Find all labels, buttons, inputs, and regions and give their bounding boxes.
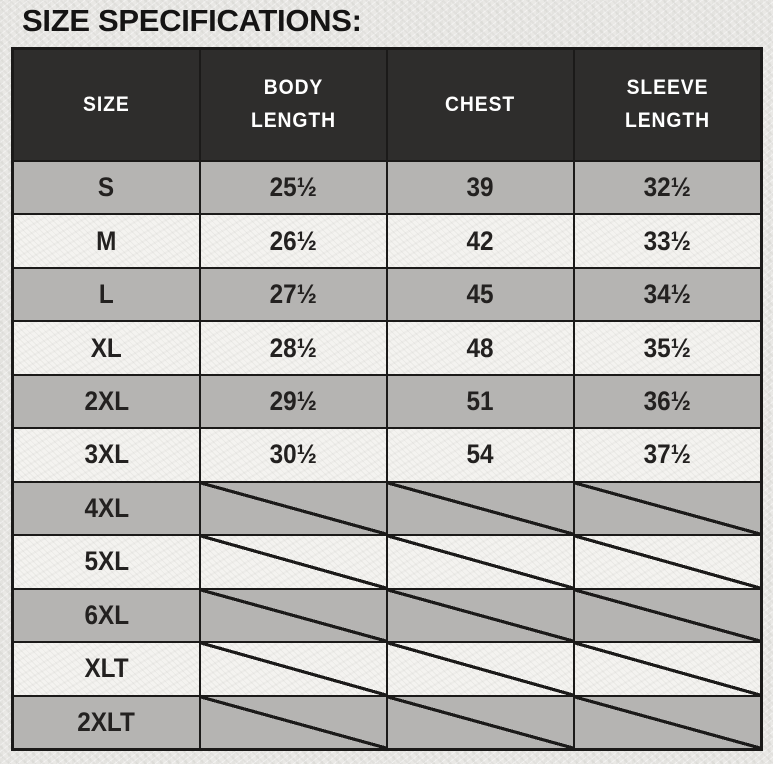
value-label: 45 [466, 279, 495, 310]
slashed-empty-cell [201, 589, 386, 642]
size-label: 3XL [84, 439, 129, 470]
value-label: 26½ [269, 225, 318, 256]
slashed-empty-cell [201, 696, 386, 748]
value-cell: 45 [388, 268, 573, 321]
value-label: 28½ [269, 332, 318, 363]
slashed-empty-cell [201, 482, 386, 535]
value-label: 29½ [269, 386, 318, 417]
value-label: 27½ [269, 279, 318, 310]
size-cell: M [14, 215, 199, 267]
size-label: XLT [84, 653, 129, 684]
size-cell: 2XLT [14, 696, 199, 748]
slashed-empty-cell [575, 696, 760, 748]
size-label: M [96, 225, 117, 256]
size-cell: 4XL [14, 482, 199, 535]
column-header-chest: CHEST [388, 50, 573, 160]
size-cell: XLT [14, 643, 199, 695]
value-cell: 34½ [575, 268, 760, 321]
value-cell: 51 [388, 375, 573, 428]
slashed-empty-cell [388, 536, 573, 588]
size-cell: XL [14, 322, 199, 374]
slashed-empty-cell [575, 482, 760, 535]
size-cell: 3XL [14, 429, 199, 481]
column-header-size: SIZE [14, 50, 199, 160]
value-cell: 27½ [201, 268, 386, 321]
value-cell: 32½ [575, 162, 760, 214]
size-cell: 6XL [14, 589, 199, 642]
value-cell: 29½ [201, 375, 386, 428]
size-label: 4XL [84, 492, 129, 523]
value-cell: 30½ [201, 429, 386, 481]
value-label: 33½ [643, 225, 692, 256]
slashed-empty-cell [388, 643, 573, 695]
value-label: 32½ [643, 172, 692, 203]
value-cell: 25½ [201, 162, 386, 214]
column-header-label: CHEST [445, 92, 516, 116]
slashed-empty-cell [388, 589, 573, 642]
value-cell: 37½ [575, 429, 760, 481]
slashed-empty-cell [575, 589, 760, 642]
value-label: 36½ [643, 386, 692, 417]
column-header-sleeve-length: SLEEVE LENGTH [575, 50, 760, 160]
slashed-empty-cell [388, 696, 573, 748]
column-header-label: SLEEVE LENGTH [625, 76, 710, 132]
value-label: 54 [466, 439, 495, 470]
value-label: 30½ [269, 439, 318, 470]
size-label: L [99, 279, 114, 310]
value-label: 39 [466, 172, 495, 203]
slashed-empty-cell [575, 643, 760, 695]
size-label: 2XL [84, 386, 129, 417]
size-label: 5XL [84, 546, 129, 577]
slashed-empty-cell [201, 643, 386, 695]
size-cell: 2XL [14, 375, 199, 428]
size-cell: 5XL [14, 536, 199, 588]
page-title: SIZE SPECIFICATIONS: [22, 3, 362, 38]
value-cell: 35½ [575, 322, 760, 374]
value-cell: 42 [388, 215, 573, 267]
slashed-empty-cell [575, 536, 760, 588]
value-cell: 33½ [575, 215, 760, 267]
value-label: 51 [466, 386, 495, 417]
value-label: 42 [466, 225, 495, 256]
size-specifications-table: SIZE BODY LENGTH CHEST SLEEVE LENGTH S 2… [11, 47, 763, 751]
size-label: S [98, 172, 115, 203]
size-label: XL [90, 332, 123, 363]
value-cell: 28½ [201, 322, 386, 374]
size-cell: L [14, 268, 199, 321]
value-label: 25½ [269, 172, 318, 203]
size-cell: S [14, 162, 199, 214]
value-label: 34½ [643, 279, 692, 310]
column-header-label: SIZE [83, 92, 130, 116]
value-cell: 54 [388, 429, 573, 481]
value-label: 35½ [643, 332, 692, 363]
value-cell: 36½ [575, 375, 760, 428]
size-label: 6XL [84, 599, 129, 630]
value-cell: 26½ [201, 215, 386, 267]
value-cell: 39 [388, 162, 573, 214]
slashed-empty-cell [388, 482, 573, 535]
size-label: 2XLT [77, 706, 136, 737]
column-header-body-length: BODY LENGTH [201, 50, 386, 160]
value-cell: 48 [388, 322, 573, 374]
slashed-empty-cell [201, 536, 386, 588]
column-header-label: BODY LENGTH [251, 76, 336, 132]
value-label: 48 [466, 332, 495, 363]
value-label: 37½ [643, 439, 692, 470]
